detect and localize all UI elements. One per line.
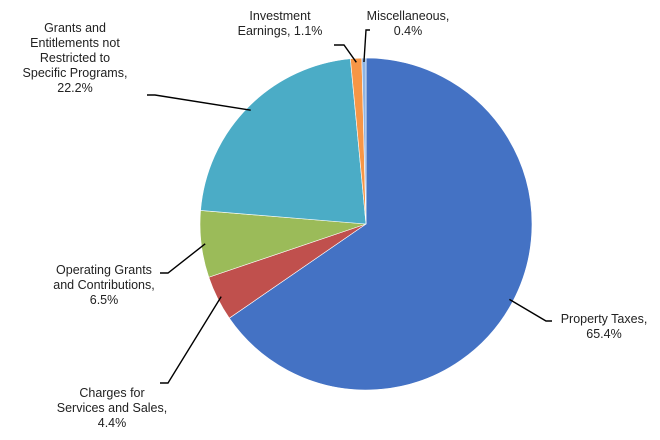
pie-slice-grants (200, 58, 367, 225)
leader-line-grants (147, 94, 251, 111)
slice-label-line: and Contributions, (53, 278, 154, 292)
leader-lines (147, 29, 552, 384)
slice-label-line: Investment (249, 9, 311, 23)
slice-label-line: Specific Programs, (23, 66, 128, 80)
slice-label-line: Operating Grants (56, 263, 152, 277)
slice-label-line: 22.2% (57, 81, 92, 95)
slice-label-line: 4.4% (98, 416, 127, 430)
slice-label-line: Miscellaneous, (367, 9, 450, 23)
pie-slices (199, 57, 533, 391)
slice-label-line: Property Taxes, (561, 312, 648, 326)
slice-label-charges: Charges for Services and Sales, 4.4% (57, 386, 167, 430)
slice-labels: Property Taxes, 65.4% Charges for Services … (23, 9, 648, 430)
leader-line-misc (363, 29, 370, 63)
slice-label-line: 6.5% (90, 293, 119, 307)
slice-label-line: Charges for (79, 386, 144, 400)
slice-label-line: Restricted to (40, 51, 110, 65)
slice-label-operating: Operating Grants and Contributions, 6.5% (53, 263, 154, 307)
slice-label-grants: Grants and Entitlements not Restricted to S… (23, 21, 128, 95)
slice-label-line: 0.4% (394, 24, 423, 38)
slice-label-line: 65.4% (586, 327, 621, 341)
slice-label-line: Grants and (44, 21, 106, 35)
slice-label-property: Property Taxes, 65.4% (561, 312, 648, 341)
slice-label-line: Earnings, 1.1% (238, 24, 323, 38)
leader-line-investment (334, 44, 357, 63)
leader-line-charges (160, 296, 222, 384)
slice-label-investment: Investment Earnings, 1.1% (238, 9, 323, 38)
leader-line-property (509, 298, 552, 322)
slice-label-line: Entitlements not (30, 36, 120, 50)
slice-label-line: Services and Sales, (57, 401, 167, 415)
leader-line-operating (160, 243, 206, 274)
slice-label-misc: Miscellaneous, 0.4% (367, 9, 450, 38)
